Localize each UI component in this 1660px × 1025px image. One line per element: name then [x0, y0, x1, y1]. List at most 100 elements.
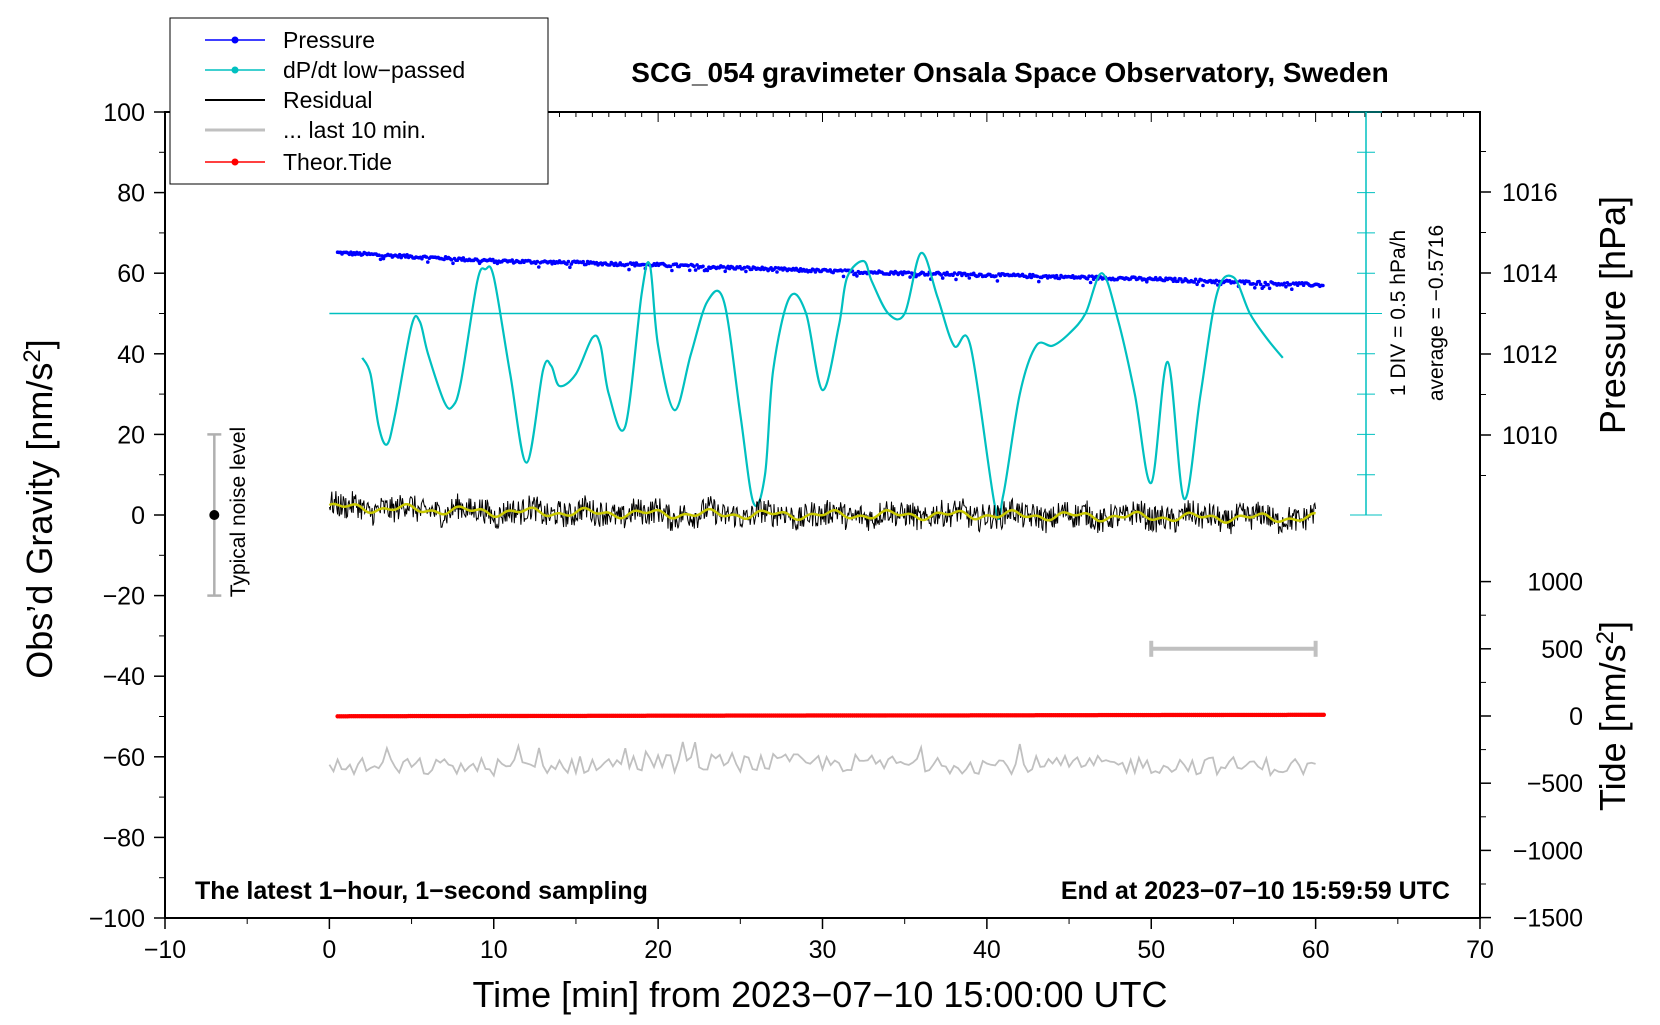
pressure-point [1199, 278, 1204, 282]
tide-axis-title-main: Tide [nm/s [1592, 644, 1633, 811]
residual-smooth-line [328, 502, 1316, 524]
pressure-point [967, 276, 972, 280]
pressure-point [775, 270, 779, 274]
pressure-point [424, 255, 429, 259]
y-tick-label: 20 [117, 421, 145, 449]
pressure-point [705, 268, 710, 273]
pressure-point [841, 274, 846, 279]
pressure-point [693, 268, 698, 272]
pressure-point [566, 259, 571, 264]
pressure-point [461, 256, 466, 260]
pressure-point [1028, 272, 1032, 277]
pressure-point [1171, 279, 1176, 284]
y-tick-label: −80 [103, 824, 145, 852]
left-axis-title-main: Obs’d Gravity [nm/s [19, 363, 60, 679]
y-tick-label: 60 [117, 260, 145, 288]
pressure-tick-label: 1010 [1502, 422, 1558, 450]
pressure-point [670, 268, 674, 273]
dpdt-div-label: 1 DIV = 0.5 hPa/h [1387, 230, 1410, 396]
pressure-point [686, 263, 690, 268]
y-tick-label: 80 [117, 180, 145, 208]
y-tick-label: 0 [131, 502, 145, 530]
pressure-point [1261, 284, 1266, 289]
legend-pressure-marker [231, 36, 239, 44]
x-tick-label: 10 [480, 936, 508, 964]
pressure-point [1214, 278, 1219, 283]
legend: Pressure dP/dt low−passed Residual ... l… [169, 17, 549, 185]
pressure-point [535, 259, 540, 264]
pressure-point [1145, 280, 1149, 284]
tide-tick-label: 500 [1541, 636, 1583, 664]
pressure-point [584, 262, 588, 267]
pressure-point [491, 257, 495, 262]
pressure-tick-label: 1014 [1502, 260, 1558, 288]
pressure-point [954, 277, 958, 282]
pressure-point [994, 274, 998, 278]
pressure-point [449, 258, 454, 262]
tide-tick-label: −1500 [1513, 905, 1583, 933]
pressure-point [744, 269, 748, 274]
y-tick-label: −100 [89, 905, 145, 933]
last10-line [328, 741, 1316, 778]
pressure-point [568, 265, 572, 270]
pressure-point [1321, 283, 1325, 288]
pressure-tick-label: 1012 [1502, 341, 1558, 369]
tide-axis-title: Tide [nm/s2] [1592, 621, 1633, 811]
pressure-point [625, 262, 630, 267]
left-axis-title-end: ] [19, 339, 60, 349]
tide-axis-title-sup: 2 [1592, 631, 1619, 644]
pressure-point [642, 262, 646, 267]
y-tick-label: −40 [103, 663, 145, 691]
pressure-point [1057, 276, 1062, 281]
pressure-point [377, 253, 381, 257]
x-tick-label: 60 [1302, 936, 1330, 964]
pressure-point [840, 269, 844, 273]
pressure-point [1288, 282, 1293, 287]
y-tick-label: 40 [117, 341, 145, 369]
y-tick-label: −60 [103, 744, 145, 772]
pressure-point [668, 264, 673, 269]
x-tick-label: 40 [973, 936, 1001, 964]
pressure-point [1253, 286, 1257, 290]
legend-residual-label: Residual [283, 87, 373, 113]
legend-tide-marker [231, 158, 239, 166]
pressure-point [1267, 286, 1272, 291]
tide-tick-label: −500 [1527, 770, 1583, 798]
x-tick-label: 20 [644, 936, 672, 964]
pressure-point [381, 256, 386, 261]
pressure-point [1090, 274, 1094, 279]
pressure-point [1192, 280, 1196, 284]
noise-level-label: Typical noise level [227, 427, 250, 597]
legend-last10-label: ... last 10 min. [283, 117, 426, 143]
left-axis-title-sup: 2 [19, 349, 46, 362]
pressure-point [966, 272, 970, 277]
legend-dpdt-label: dP/dt low−passed [283, 57, 465, 83]
pressure-point [721, 265, 726, 269]
pressure-axis-title: Pressure [hPa] [1592, 196, 1633, 434]
pressure-point [855, 274, 859, 278]
x-tick-label: 0 [322, 936, 336, 964]
pressure-point [1195, 282, 1199, 287]
tide-point [1321, 712, 1327, 717]
pressure-point [906, 270, 911, 275]
end-time-note: End at 2023−07−10 15:59:59 UTC [1061, 877, 1450, 905]
tide-tick-label: 0 [1569, 703, 1583, 731]
tide-axis-title-end: ] [1592, 621, 1633, 631]
pressure-point [692, 264, 696, 269]
tide-series [335, 712, 1327, 719]
pressure-point [426, 260, 430, 264]
pressure-point [510, 258, 514, 262]
pressure-point [1266, 282, 1270, 287]
pressure-point [405, 253, 409, 257]
x-axis-title: Time [min] from 2023−07−10 15:00:00 UTC [472, 974, 1167, 1015]
dpdt-curve [361, 251, 1284, 521]
x-tick-label: 30 [809, 936, 837, 964]
legend-dpdt-marker [231, 66, 239, 74]
tide-tick-label: 1000 [1527, 569, 1583, 597]
pressure-point [1201, 283, 1205, 288]
pressure-point [1284, 284, 1288, 289]
x-tick-label: 70 [1466, 936, 1494, 964]
residual-line [328, 491, 1317, 535]
